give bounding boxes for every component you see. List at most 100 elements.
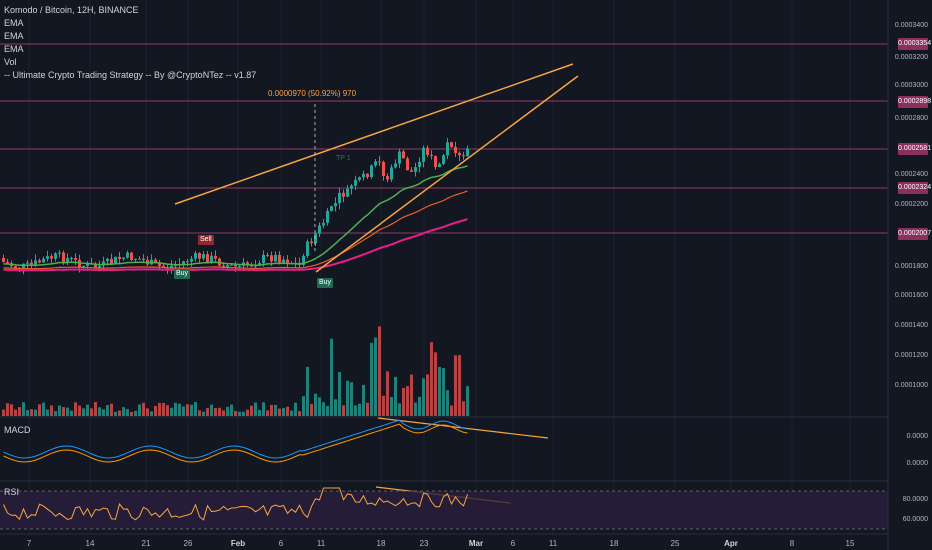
price-tick: 0.0002200 — [894, 201, 928, 208]
candle-body — [70, 258, 73, 260]
volume-bar — [138, 404, 141, 416]
candle-body — [46, 256, 49, 259]
volume-bar — [58, 405, 61, 416]
rsi-label[interactable]: RSI — [4, 487, 20, 497]
volume-bar — [322, 402, 325, 416]
volume-bar — [250, 405, 253, 416]
volume-bar — [46, 409, 49, 416]
candle-body — [386, 175, 389, 180]
candle-body — [198, 253, 201, 259]
volume-bar — [238, 411, 241, 416]
volume-bar — [174, 402, 177, 416]
volume-bar — [190, 404, 193, 416]
volume-bar — [302, 396, 305, 416]
candle-body — [394, 163, 397, 168]
rsi-line — [3, 487, 468, 521]
volume-bar — [30, 409, 33, 416]
indicator-vol[interactable]: Vol — [4, 57, 17, 67]
indicator-strategy[interactable]: -- Ultimate Crypto Trading Strategy -- B… — [4, 70, 257, 80]
candle-body — [266, 254, 269, 256]
candle-body — [194, 253, 197, 259]
candle-body — [302, 255, 305, 265]
time-tick: Apr — [724, 539, 738, 548]
candle-body — [382, 161, 385, 176]
volume-bars — [2, 326, 469, 416]
volume-bar — [110, 403, 113, 416]
candle-body — [126, 252, 129, 258]
indicator-ema-3[interactable]: EMA — [4, 44, 24, 54]
time-tick: 25 — [670, 539, 680, 548]
volume-bar — [262, 402, 265, 416]
candle-body — [154, 259, 157, 263]
candle-body — [346, 188, 349, 197]
volume-bar — [146, 408, 149, 416]
candle-body — [6, 261, 9, 264]
volume-bar — [98, 407, 101, 416]
candle-body — [374, 161, 377, 166]
volume-bar — [390, 397, 393, 416]
candle-body — [462, 155, 465, 157]
chart-legend: Komodo / Bitcoin, 12H, BINANCE EMA EMA E… — [4, 4, 256, 82]
volume-bar — [54, 411, 57, 416]
candle-body — [426, 147, 429, 155]
rsi-pane — [0, 487, 888, 530]
price-tick: 0.0003000 — [894, 82, 928, 89]
candle-body — [14, 266, 17, 268]
level-price-label: 0.0002007 — [898, 228, 931, 240]
candle-body — [318, 225, 321, 234]
volume-bar — [450, 405, 453, 416]
candle-body — [246, 262, 249, 266]
volume-bar — [122, 407, 125, 416]
candle-body — [366, 173, 369, 178]
candle-body — [362, 173, 365, 178]
volume-bar — [282, 408, 285, 416]
volume-bar — [158, 402, 161, 416]
candle-body — [402, 151, 405, 159]
candle-body — [274, 254, 277, 262]
indicator-ema-2[interactable]: EMA — [4, 31, 24, 41]
volume-bar — [426, 374, 429, 416]
candle-body — [94, 264, 97, 268]
volume-bar — [182, 406, 185, 416]
volume-bar — [242, 411, 245, 416]
candle-body — [466, 148, 469, 157]
volume-bar — [38, 404, 41, 416]
macd-pane — [3, 419, 468, 463]
candle-body — [54, 253, 57, 259]
candle-body — [306, 241, 309, 256]
volume-bar — [142, 402, 145, 416]
volume-bar — [118, 410, 121, 416]
volume-bar — [214, 408, 217, 416]
volume-bar — [314, 393, 317, 416]
macd-label[interactable]: MACD — [4, 425, 31, 435]
symbol-title[interactable]: Komodo / Bitcoin, 12H, BINANCE — [4, 5, 139, 15]
volume-bar — [14, 409, 17, 416]
volume-bar — [62, 407, 65, 416]
candle-body — [458, 152, 461, 156]
volume-bar — [90, 408, 93, 416]
price-tick: 0.0001200 — [894, 352, 928, 359]
indicator-ema-1[interactable]: EMA — [4, 18, 24, 28]
candle-body — [230, 264, 233, 266]
volume-bar — [354, 405, 357, 416]
volume-bar — [454, 355, 457, 416]
candle-body — [342, 192, 345, 197]
candle-body — [410, 170, 413, 172]
volume-bar — [226, 406, 229, 416]
candle-body — [182, 261, 185, 264]
volume-bar — [86, 404, 89, 416]
time-tick: 11 — [548, 539, 558, 548]
volume-bar — [434, 352, 437, 416]
price-tick: 0.0001800 — [894, 263, 928, 270]
volume-bar — [382, 395, 385, 416]
candle-body — [398, 151, 401, 164]
candle-body — [390, 167, 393, 180]
candle-body — [38, 260, 41, 263]
candle-body — [98, 265, 101, 268]
candle-body — [258, 263, 261, 266]
volume-bar — [10, 404, 13, 416]
volume-bar — [410, 374, 413, 416]
volume-bar — [394, 376, 397, 416]
rsi-tick: 60.0000 — [902, 516, 928, 523]
